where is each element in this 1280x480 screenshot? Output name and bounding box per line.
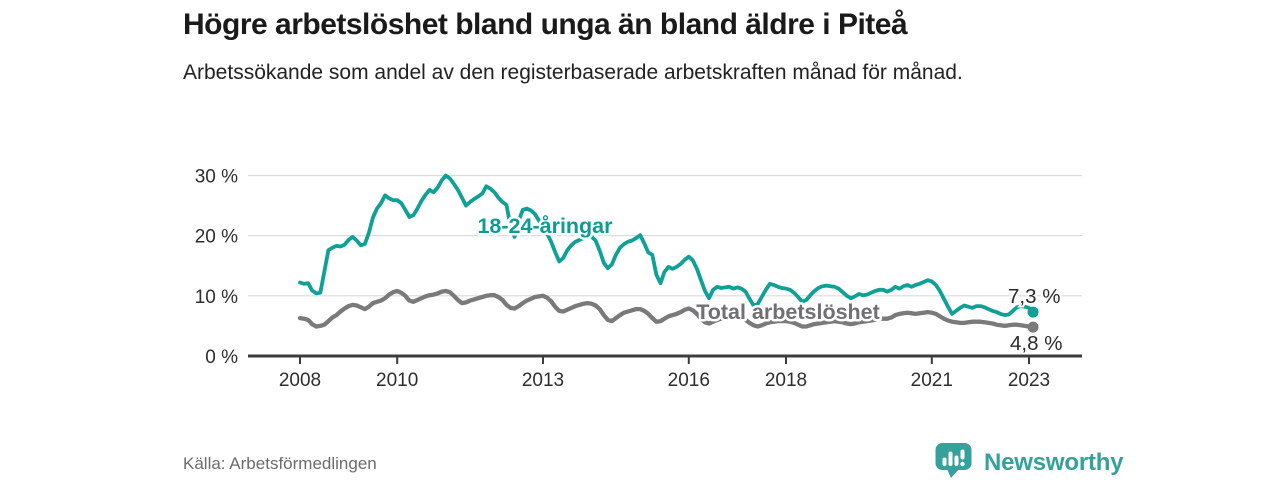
series-line-18-24 xyxy=(298,173,1035,318)
chart-title: Högre arbetslöshet bland unga än bland ä… xyxy=(183,8,908,41)
chart-subtitle: Arbetssökande som andel av den registerb… xyxy=(183,61,963,84)
x-axis-label: 2023 xyxy=(1008,370,1050,391)
end-dot-total xyxy=(1027,321,1039,333)
x-axis-label: 2013 xyxy=(522,370,564,391)
end-value-label-total: 4,8 % xyxy=(1010,332,1062,355)
end-dot-18-24 xyxy=(1027,306,1039,318)
end-value-label-18-24: 7,3 % xyxy=(1008,285,1060,308)
newsworthy-logo[interactable]: Newsworthy xyxy=(934,441,1124,480)
x-axis-label: 2008 xyxy=(279,370,321,391)
y-axis-label: 0 % xyxy=(205,347,238,368)
y-axis-label: 10 % xyxy=(195,287,238,308)
x-axis-label: 2010 xyxy=(376,370,418,391)
series-line-total xyxy=(297,288,1036,330)
chart-header: Högre arbetslöshet bland unga än bland ä… xyxy=(183,6,1183,87)
x-axis-label: 2021 xyxy=(911,370,953,391)
x-axis-label: 2016 xyxy=(668,370,710,391)
series-label-total: Total arbetslöshet xyxy=(696,300,880,324)
series-label-18-24: 18-24-åringar xyxy=(477,214,613,238)
y-axis-label: 20 % xyxy=(195,227,238,248)
y-axis-label: 30 % xyxy=(195,166,238,187)
source-text: Källa: Arbetsförmedlingen xyxy=(183,454,377,473)
newsworthy-logo-icon xyxy=(934,441,974,480)
x-axis-label: 2018 xyxy=(765,370,807,391)
newsworthy-wordmark: Newsworthy xyxy=(984,448,1124,476)
